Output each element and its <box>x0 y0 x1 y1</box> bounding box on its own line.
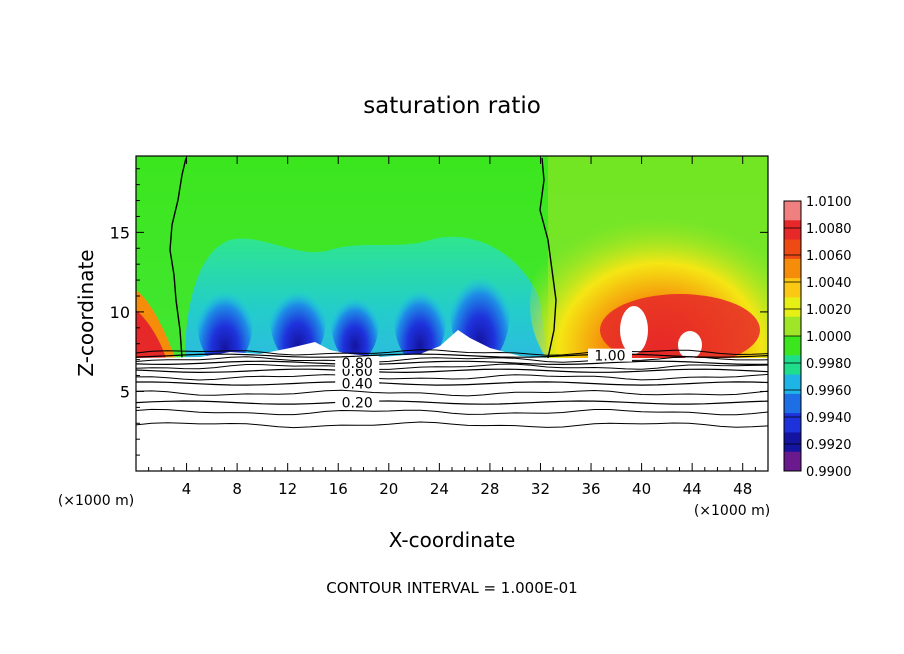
x-unit-left: (×1000 m) <box>58 493 134 509</box>
contour-interval-footer: CONTOUR INTERVAL = 1.000E-01 <box>326 579 577 597</box>
x-tick-label: 8 <box>232 480 242 498</box>
x-tick-label: 28 <box>480 480 499 498</box>
colorbar-band <box>784 297 801 318</box>
field-lower-region <box>136 330 768 471</box>
x-tick-label: 36 <box>581 480 600 498</box>
contour-label: 0.80 <box>342 356 373 372</box>
chart-title: saturation ratio <box>363 93 541 119</box>
contour-line <box>135 421 769 429</box>
contour-label: 1.00 <box>594 349 625 365</box>
contour-line <box>135 408 769 416</box>
y-axis-label: Z-coordinate <box>74 249 98 376</box>
colorbar-band <box>784 355 801 376</box>
colorbar-band <box>784 336 801 356</box>
y-tick-label: 10 <box>110 303 130 322</box>
contour-saturation-left <box>169 157 187 359</box>
contour-line <box>135 356 769 363</box>
x-unit-right: (×1000 m) <box>694 503 770 519</box>
colorbar-band <box>784 393 801 414</box>
field-blue-plume <box>331 282 379 362</box>
colorbar-label: 0.9980 <box>806 357 852 372</box>
field-blue-plume <box>394 272 446 364</box>
contour-line <box>135 363 769 370</box>
colorbar: 1.0100 1.0080 1.0060 1.0040 1.0020 1.0000 0.99… <box>783 195 852 480</box>
contour-line <box>136 381 769 386</box>
y-axis: 5 10 15 <box>110 168 768 456</box>
contour-label-bg <box>335 355 380 369</box>
colorbar-band <box>784 258 801 279</box>
colorbar-label: 1.0100 <box>806 195 852 210</box>
colorbar-band <box>784 451 801 472</box>
field-hot-spot <box>678 331 702 359</box>
colorbar-label: 1.0060 <box>806 249 852 264</box>
colorbar-label: 0.9900 <box>806 465 852 480</box>
colorbar-label: 0.9920 <box>806 438 852 453</box>
x-tick-label: 40 <box>632 480 651 498</box>
contour-line <box>135 349 769 356</box>
x-tick-label: 20 <box>379 480 398 498</box>
field-blue-plume <box>197 272 253 368</box>
field-hot-spot <box>620 306 648 354</box>
contour-line <box>135 389 769 397</box>
y-tick-label: 5 <box>120 382 130 401</box>
field-blue-plume <box>270 273 326 363</box>
colorbar-band <box>784 220 801 241</box>
x-tick-label: 48 <box>733 480 752 498</box>
x-axis-label: X-coordinate <box>389 528 516 552</box>
contour-label-bg <box>335 376 380 390</box>
x-tick-label: 4 <box>182 480 192 498</box>
colorbar-label: 1.0040 <box>806 276 852 291</box>
x-tick-label: 24 <box>430 480 449 498</box>
contour-lines: 0.200.400.600.80 1.00 <box>135 348 769 429</box>
contour-line <box>135 360 769 366</box>
colorbar-label: 0.9960 <box>806 384 852 399</box>
y-tick-label: 15 <box>110 223 130 242</box>
contour-line <box>135 368 769 374</box>
colorbar-band <box>784 316 801 337</box>
colorbar-label: 1.0020 <box>806 303 852 318</box>
contour-label-bg <box>335 395 380 409</box>
contour-line <box>135 373 769 381</box>
contour-label-bg <box>588 348 632 362</box>
contour-label: 0.20 <box>342 396 373 412</box>
field-left-red <box>136 310 166 358</box>
colorbar-band <box>784 278 801 298</box>
x-tick-label: 16 <box>329 480 348 498</box>
colorbar-band <box>784 432 801 453</box>
colorbar-label: 1.0000 <box>806 330 852 345</box>
colorbar-label: 0.9940 <box>806 411 852 426</box>
colorbar-band <box>784 413 801 433</box>
colorbar-band <box>784 201 801 221</box>
x-tick-label: 44 <box>683 480 702 498</box>
x-tick-label: 32 <box>531 480 550 498</box>
x-tick-label: 12 <box>278 480 297 498</box>
contour-line <box>135 400 769 405</box>
colorbar-band <box>784 374 801 395</box>
colorbar-band <box>784 239 801 260</box>
contour-line <box>135 353 769 358</box>
plot-area <box>136 156 768 471</box>
x-axis: 4 8 12 16 20 24 28 32 36 40 44 48 <box>148 156 756 498</box>
colorbar-label: 1.0080 <box>806 222 852 237</box>
contour-saturation-right <box>539 157 557 359</box>
contour-label: 0.40 <box>342 377 373 393</box>
